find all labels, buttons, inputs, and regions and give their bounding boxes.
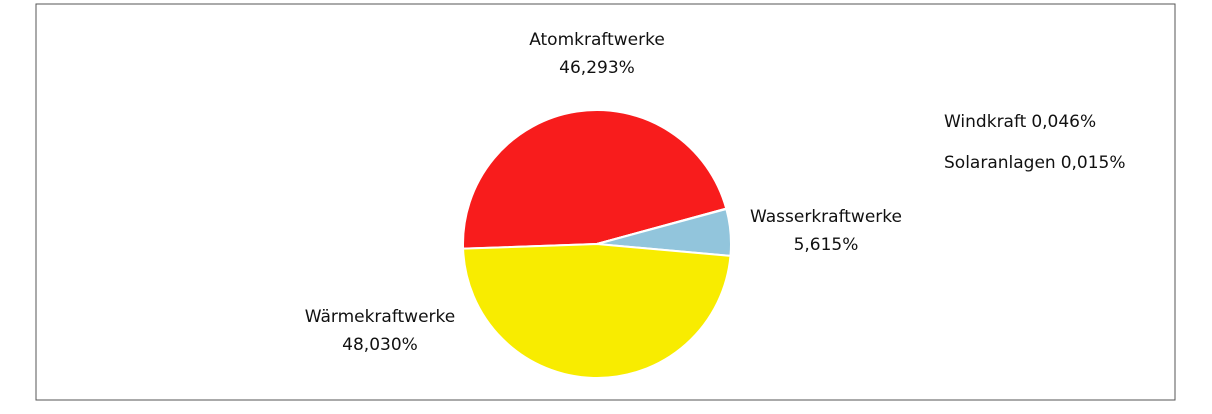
slice-name: Windkraft <box>944 112 1027 132</box>
slice-value: 48,030% <box>342 335 418 355</box>
slice-value: 46,293% <box>559 58 635 78</box>
slice-name: Wärmekraftwerke <box>305 307 456 327</box>
slice-value: 0,046% <box>1031 112 1096 132</box>
slice-label: Wärmekraftwerke 48,030% <box>305 307 456 355</box>
pie-slice <box>462 109 728 250</box>
slice-value: 5,615% <box>794 235 859 255</box>
slice-label: Solaranlagen 0,015% <box>944 153 1126 173</box>
slice-label: Wasserkraftwerke 5,615% <box>750 207 902 255</box>
slice-name: Wasserkraftwerke <box>750 207 902 227</box>
slice-value: 0,015% <box>1061 153 1126 173</box>
pie-slice <box>462 242 732 379</box>
slice-name: Atomkraftwerke <box>529 30 665 50</box>
slice-label: Windkraft 0,046% <box>944 112 1096 132</box>
slice-name: Solaranlagen <box>944 153 1056 173</box>
slice-label: Atomkraftwerke 46,293% <box>529 30 665 78</box>
